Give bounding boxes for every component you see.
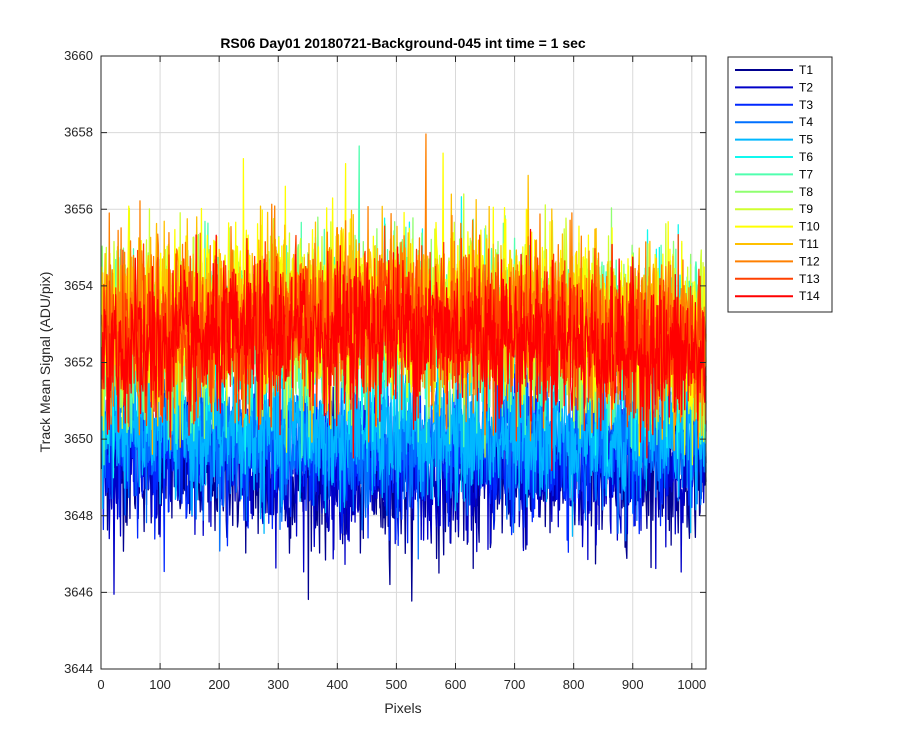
legend-label-t6: T6 <box>799 150 813 164</box>
y-tick-label: 3646 <box>64 584 93 599</box>
y-tick-label: 3648 <box>64 508 93 523</box>
x-tick-label: 300 <box>267 677 289 692</box>
x-tick-label: 200 <box>208 677 230 692</box>
y-tick-label: 3650 <box>64 431 93 446</box>
legend-label-t14: T14 <box>799 289 820 303</box>
legend-label-t13: T13 <box>799 272 820 286</box>
x-tick-label: 900 <box>622 677 644 692</box>
x-tick-label: 0 <box>97 677 104 692</box>
chart-title: RS06 Day01 20180721-Background-045 int t… <box>220 35 586 51</box>
y-axis-label: Track Mean Signal (ADU/pix) <box>37 272 53 453</box>
y-tick-label: 3644 <box>64 661 93 676</box>
y-tick-label: 3652 <box>64 355 93 370</box>
y-tick-label: 3656 <box>64 201 93 216</box>
ticks: 0 100 200 300 400 500 600 700 800 900 1000 3644 3646… <box>64 48 706 692</box>
x-tick-label: 800 <box>563 677 585 692</box>
x-tick-label: 100 <box>149 677 171 692</box>
x-tick-label: 600 <box>445 677 467 692</box>
x-tick-label: 1000 <box>677 677 706 692</box>
series-line-t14 <box>100 228 707 472</box>
x-axis-label: Pixels <box>384 700 421 716</box>
legend-label-t12: T12 <box>799 254 820 268</box>
x-tick-label: 500 <box>386 677 408 692</box>
legend-label-t7: T7 <box>799 167 813 181</box>
legend-label-t10: T10 <box>799 220 820 234</box>
legend-label-t8: T8 <box>799 185 813 199</box>
legend-label-t11: T11 <box>799 237 819 251</box>
x-tick-label: 400 <box>326 677 348 692</box>
legend-label-t9: T9 <box>799 202 813 216</box>
legend: T1 T2 T3 T4 T5 T6 T7 T8 T9 T10 T11 T12 T13 T14 <box>727 56 833 313</box>
series-line-t5 <box>100 303 707 537</box>
legend-label-t5: T5 <box>799 133 813 147</box>
legend-label-t2: T2 <box>799 80 813 94</box>
plot-area: 0 100 200 300 400 500 600 700 800 900 1000 3644 3646… <box>64 48 707 692</box>
y-tick-label: 3654 <box>64 278 93 293</box>
legend-label-t3: T3 <box>799 98 813 112</box>
legend-box <box>727 56 833 313</box>
legend-label-t4: T4 <box>799 115 813 129</box>
x-tick-label: 700 <box>504 677 526 692</box>
y-tick-label: 3658 <box>64 125 93 140</box>
series-group <box>100 133 707 602</box>
legend-label-t1: T1 <box>799 63 813 77</box>
y-tick-label: 3660 <box>64 48 93 63</box>
